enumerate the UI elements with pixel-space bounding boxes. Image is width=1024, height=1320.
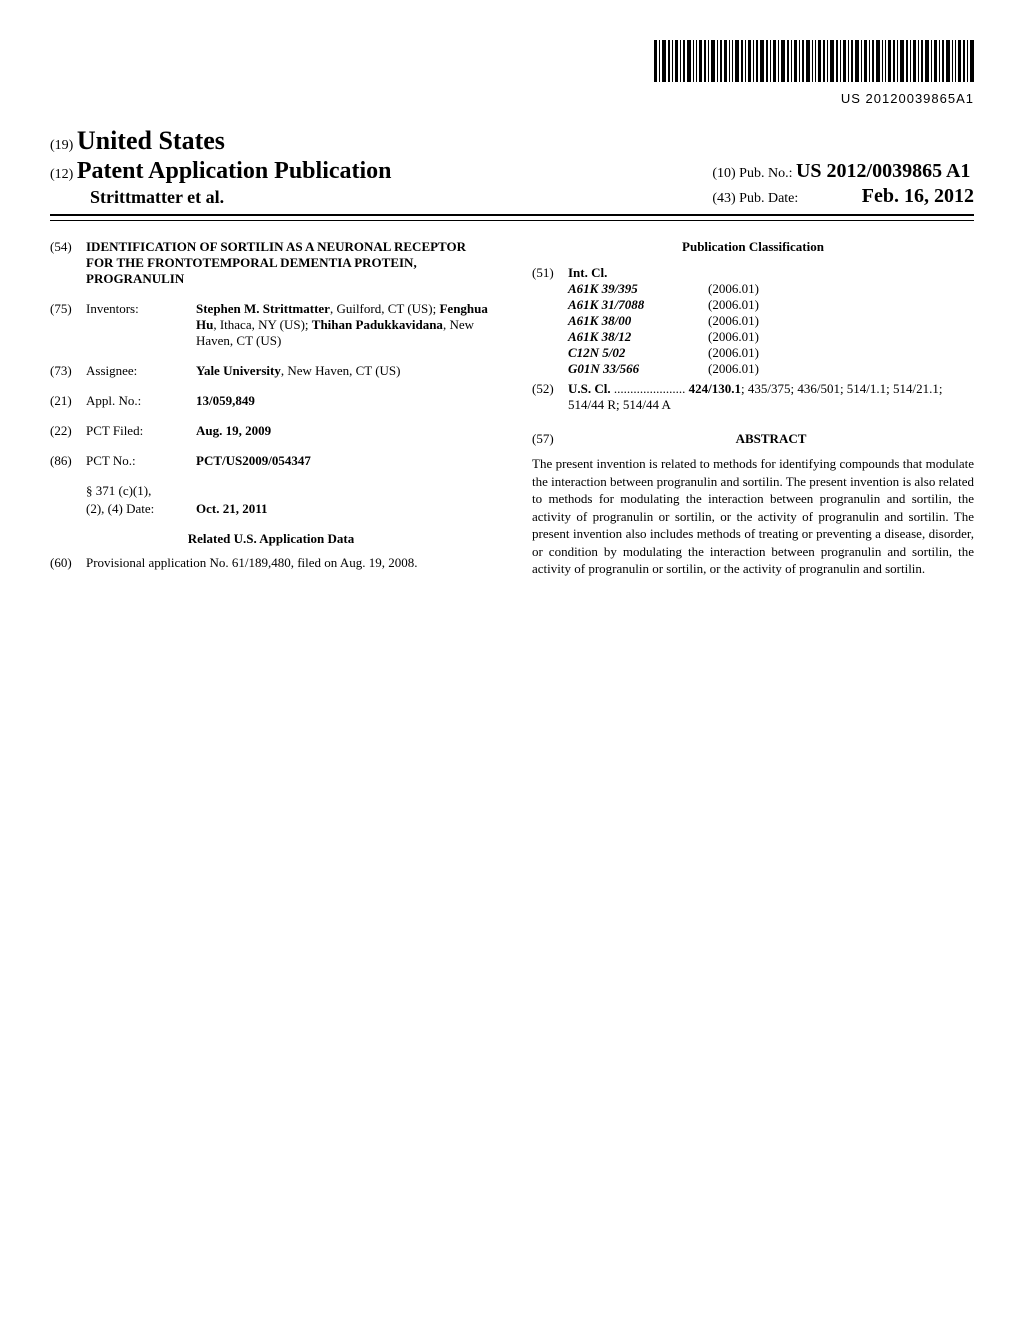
f52-val: U.S. Cl. ...................... 424/130.… [568, 381, 974, 413]
prefix-10: (10) [712, 166, 735, 181]
f21-val: 13/059,849 [196, 393, 492, 409]
header-left: (19) United States (12) Patent Applicati… [50, 126, 392, 208]
prefix-19: (19) [50, 138, 73, 153]
s371-val: Oct. 21, 2011 [196, 501, 492, 517]
pubno-label: Pub. No.: [739, 166, 792, 181]
field-57: (57) ABSTRACT [532, 431, 974, 447]
field-52: (52) U.S. Cl. ...................... 424… [532, 381, 974, 413]
f52-dots: ...................... [611, 381, 689, 396]
abstract-header: ABSTRACT [568, 431, 974, 447]
abstract-text: The present invention is related to meth… [532, 455, 974, 578]
barcode-number: US 20120039865A1 [50, 91, 974, 106]
left-column: (54) IDENTIFICATION OF SORTILIN AS A NEU… [50, 239, 492, 585]
s371-label: § 371 (c)(1), [86, 483, 151, 499]
f51-label: Int. Cl. [568, 265, 974, 281]
inventor-1-name: Stephen M. Strittmatter [196, 301, 330, 316]
f73-label: Assignee: [86, 363, 196, 379]
prefix-43: (43) [712, 191, 735, 206]
f57-num: (57) [532, 431, 568, 447]
f54-title: IDENTIFICATION OF SORTILIN AS A NEURONAL… [86, 239, 492, 287]
field-73: (73) Assignee: Yale University, New Have… [50, 363, 492, 379]
field-75: (75) Inventors: Stephen M. Strittmatter,… [50, 301, 492, 349]
intcl-list: A61K 39/395(2006.01)A61K 31/7088(2006.01… [568, 281, 974, 377]
country-line: (19) United States [50, 126, 392, 156]
field-21: (21) Appl. No.: 13/059,849 [50, 393, 492, 409]
intcl-year: (2006.01) [708, 329, 759, 345]
inventor-2-rest: , Ithaca, NY (US); [213, 317, 311, 332]
intcl-year: (2006.01) [708, 297, 759, 313]
intcl-row: A61K 38/12(2006.01) [568, 329, 974, 345]
f52-num: (52) [532, 381, 568, 413]
f22-num: (22) [50, 423, 86, 439]
field-22: (22) PCT Filed: Aug. 19, 2009 [50, 423, 492, 439]
intcl-row: A61K 39/395(2006.01) [568, 281, 974, 297]
pubdate-value: Feb. 16, 2012 [862, 185, 974, 207]
f73-val: Yale University, New Haven, CT (US) [196, 363, 492, 379]
s371-blank [50, 483, 86, 499]
field-51: (51) Int. Cl. A61K 39/395(2006.01)A61K 3… [532, 265, 974, 377]
barcode-block: US 20120039865A1 [50, 40, 974, 106]
intcl-row: A61K 31/7088(2006.01) [568, 297, 974, 313]
authors-line: Strittmatter et al. [90, 187, 392, 208]
right-column: Publication Classification (51) Int. Cl.… [532, 239, 974, 585]
intcl-code: A61K 38/00 [568, 313, 708, 329]
f75-val: Stephen M. Strittmatter, Guilford, CT (U… [196, 301, 492, 349]
related-header: Related U.S. Application Data [50, 531, 492, 547]
f75-num: (75) [50, 301, 86, 349]
f60-val: Provisional application No. 61/189,480, … [86, 555, 492, 571]
f22-val: Aug. 19, 2009 [196, 423, 492, 439]
f52-label: U.S. Cl. [568, 381, 611, 396]
f54-num: (54) [50, 239, 86, 287]
inventor-3-name: Thihan Padukkavidana [312, 317, 443, 332]
field-54: (54) IDENTIFICATION OF SORTILIN AS A NEU… [50, 239, 492, 287]
field-371-a: § 371 (c)(1), [50, 483, 492, 499]
intcl-code: A61K 39/395 [568, 281, 708, 297]
pubno-value: US 2012/0039865 A1 [796, 160, 970, 182]
f86-label: PCT No.: [86, 453, 196, 469]
f21-num: (21) [50, 393, 86, 409]
intcl-code: A61K 31/7088 [568, 297, 708, 313]
intcl-row: A61K 38/00(2006.01) [568, 313, 974, 329]
country: United States [77, 126, 225, 155]
intcl-year: (2006.01) [708, 345, 759, 361]
intcl-code: A61K 38/12 [568, 329, 708, 345]
assignee-name: Yale University [196, 363, 281, 378]
f73-num: (73) [50, 363, 86, 379]
assignee-rest: , New Haven, CT (US) [281, 363, 401, 378]
s371-label2: (2), (4) Date: [86, 501, 196, 517]
f21-label: Appl. No.: [86, 393, 196, 409]
prefix-12: (12) [50, 167, 73, 182]
inventor-1-rest: , Guilford, CT (US); [330, 301, 440, 316]
divider [50, 220, 974, 221]
f51-num: (51) [532, 265, 568, 377]
doctype-line: (12) Patent Application Publication [50, 158, 392, 185]
f86-num: (86) [50, 453, 86, 469]
pubno-line: (10) Pub. No.: US 2012/0039865 A1 [712, 160, 974, 183]
intcl-code: G01N 33/566 [568, 361, 708, 377]
main-columns: (54) IDENTIFICATION OF SORTILIN AS A NEU… [50, 239, 974, 585]
f60-num: (60) [50, 555, 86, 571]
f22-label: PCT Filed: [86, 423, 196, 439]
barcode [654, 40, 974, 82]
field-371-b: (2), (4) Date: Oct. 21, 2011 [50, 501, 492, 517]
field-86: (86) PCT No.: PCT/US2009/054347 [50, 453, 492, 469]
field-60: (60) Provisional application No. 61/189,… [50, 555, 492, 571]
f86-val: PCT/US2009/054347 [196, 453, 492, 469]
s371-blank2 [50, 501, 86, 517]
intcl-row: G01N 33/566(2006.01) [568, 361, 974, 377]
f52-bold: 424/130.1 [689, 381, 741, 396]
intcl-code: C12N 5/02 [568, 345, 708, 361]
f51-block: Int. Cl. A61K 39/395(2006.01)A61K 31/708… [568, 265, 974, 377]
pubdate-line: (43) Pub. Date: Feb. 16, 2012 [712, 185, 974, 208]
intcl-year: (2006.01) [708, 281, 759, 297]
header-right: (10) Pub. No.: US 2012/0039865 A1 (43) P… [712, 160, 974, 208]
f75-label: Inventors: [86, 301, 196, 349]
pubclass-header: Publication Classification [532, 239, 974, 255]
intcl-year: (2006.01) [708, 361, 759, 377]
doc-type: Patent Application Publication [77, 158, 392, 184]
header-row: (19) United States (12) Patent Applicati… [50, 126, 974, 216]
pubdate-label: Pub. Date: [739, 191, 798, 206]
intcl-row: C12N 5/02(2006.01) [568, 345, 974, 361]
intcl-year: (2006.01) [708, 313, 759, 329]
